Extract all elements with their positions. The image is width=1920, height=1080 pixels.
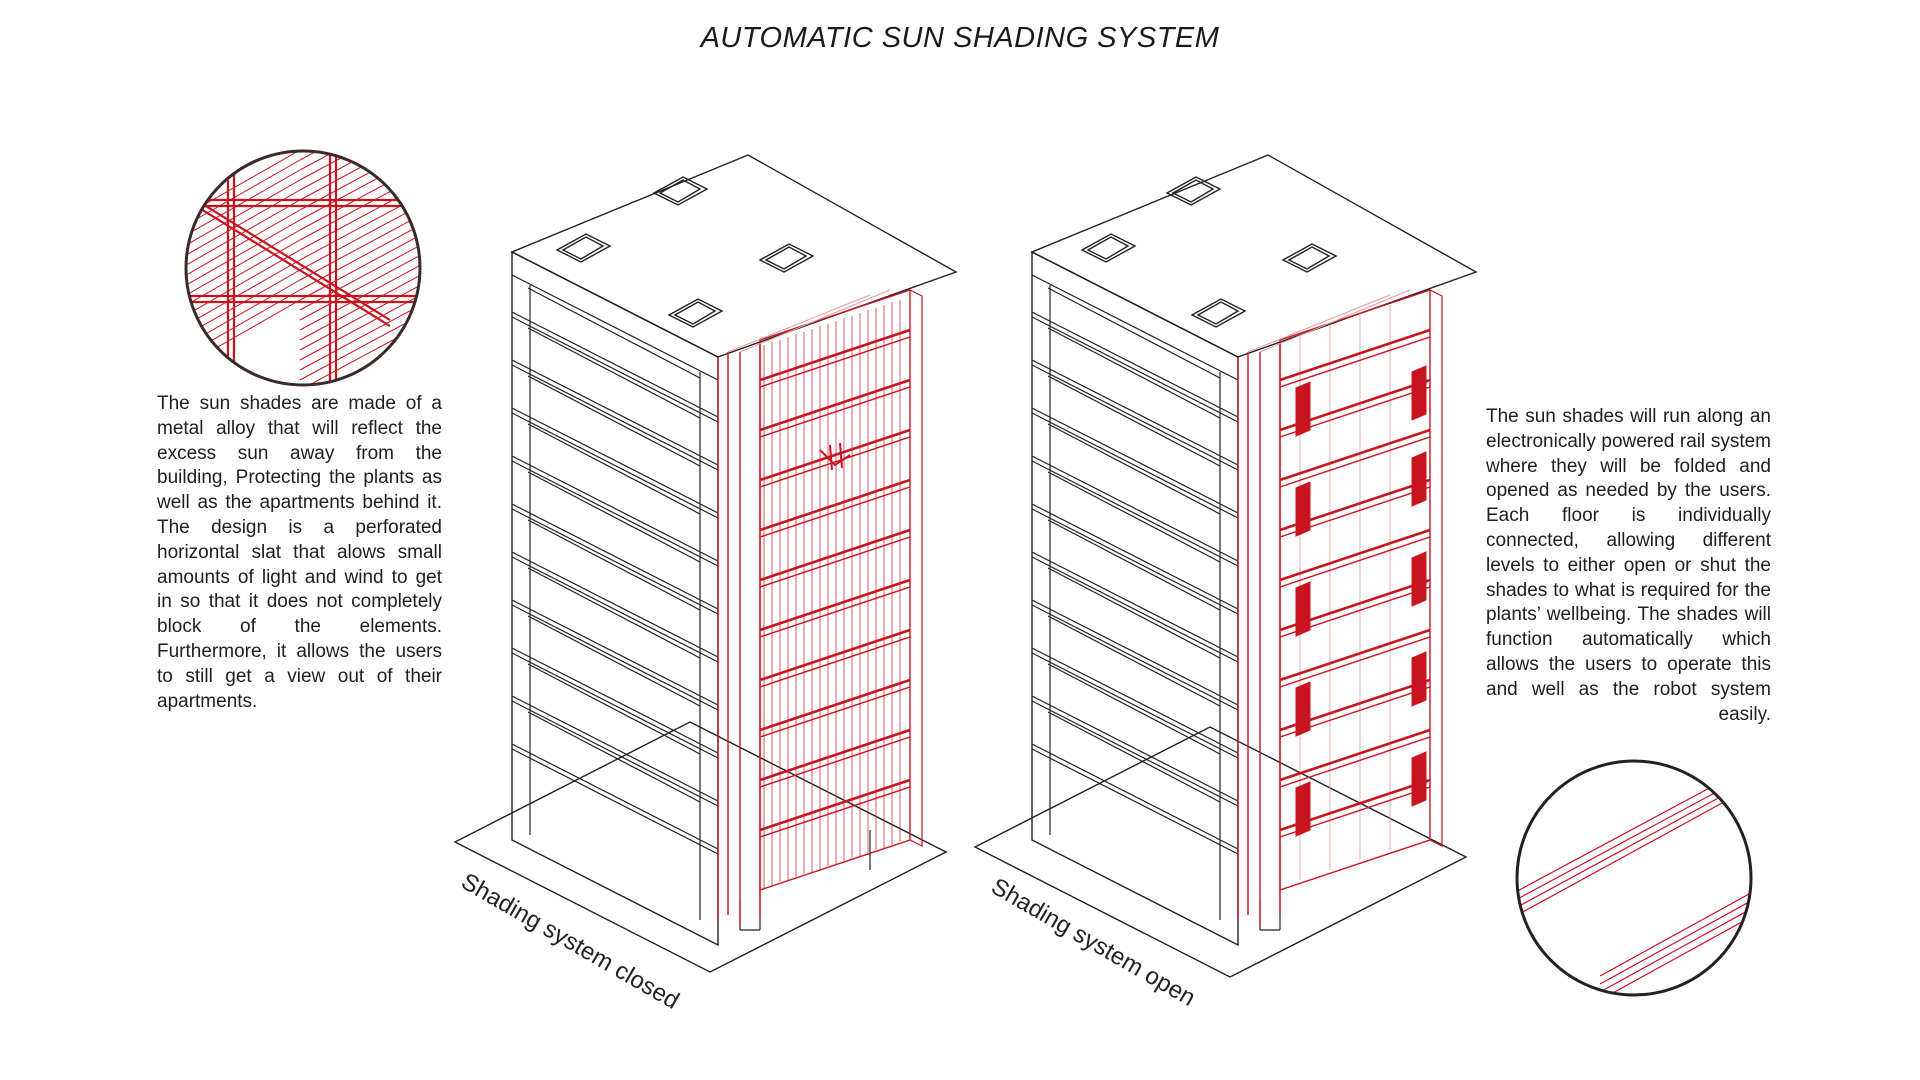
slat-frames bbox=[186, 151, 420, 385]
roof-hatch bbox=[1080, 176, 1338, 328]
ground-slab bbox=[453, 721, 948, 973]
roof bbox=[510, 154, 958, 358]
floor-lines bbox=[1031, 274, 1239, 920]
west-facade bbox=[1031, 250, 1239, 947]
shade-frames-open bbox=[1237, 289, 1443, 925]
building-shading-open bbox=[973, 154, 1478, 978]
closed-system-description: The sun shades are made of a metal alloy… bbox=[157, 393, 442, 712]
folded-shade-stacks bbox=[1295, 365, 1427, 837]
rail-detail-circle bbox=[1515, 759, 1753, 997]
open-system-description: The sun shades will run along an electro… bbox=[1486, 406, 1771, 725]
roof-hatch bbox=[555, 176, 815, 328]
building-shading-closed bbox=[453, 154, 958, 973]
ground-slab bbox=[973, 726, 1468, 978]
west-facade bbox=[511, 250, 719, 947]
shade-panels-closed bbox=[717, 289, 923, 925]
slat-detail-circle bbox=[184, 149, 422, 387]
page-title: AUTOMATIC SUN SHADING SYSTEM bbox=[700, 22, 1220, 54]
floor-lines bbox=[511, 274, 719, 920]
